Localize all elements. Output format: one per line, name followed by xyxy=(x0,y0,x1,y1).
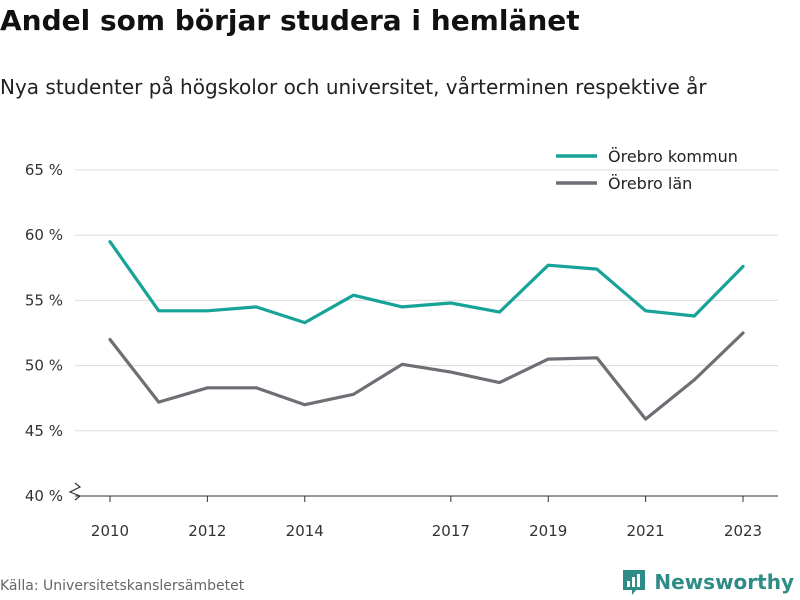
x-tick-label: 2017 xyxy=(432,522,470,540)
series-line-1 xyxy=(108,240,745,325)
axis-break-mark xyxy=(68,482,82,501)
series-line-2 xyxy=(108,331,745,421)
y-tick-label: 50 % xyxy=(25,357,63,375)
y-tick-label: 45 % xyxy=(25,422,63,440)
y-tick-label: 40 % xyxy=(25,487,63,505)
x-tick-label: 2014 xyxy=(286,522,324,540)
x-tick-label: 2019 xyxy=(529,522,567,540)
y-tick-label: 55 % xyxy=(25,291,63,309)
x-tick-label: 2010 xyxy=(91,522,129,540)
chart-title: Andel som börjar studera i hemlänet xyxy=(0,4,580,37)
y-tick-label: 60 % xyxy=(25,226,63,244)
x-tick-label: 2023 xyxy=(724,522,762,540)
line-chart: 40 % 45 % 50 % 55 % 60 % 65 % 2010 2012 2014 2017… xyxy=(25,147,778,540)
x-tick-label: 2021 xyxy=(627,522,665,540)
bar-chart-icon xyxy=(623,570,646,595)
x-tick-label: 2012 xyxy=(188,522,226,540)
source-note: Källa: Universitetskanslersämbetet xyxy=(0,578,245,594)
brand-logo[interactable]: Newsworthy xyxy=(621,568,794,596)
brand-name: Newsworthy xyxy=(654,570,794,594)
chart-subtitle: Nya studenter på högskolor och universit… xyxy=(0,75,707,99)
legend-label: Örebro län xyxy=(608,174,692,193)
legend-label: Örebro kommun xyxy=(608,147,738,166)
y-tick-label: 65 % xyxy=(25,161,63,179)
